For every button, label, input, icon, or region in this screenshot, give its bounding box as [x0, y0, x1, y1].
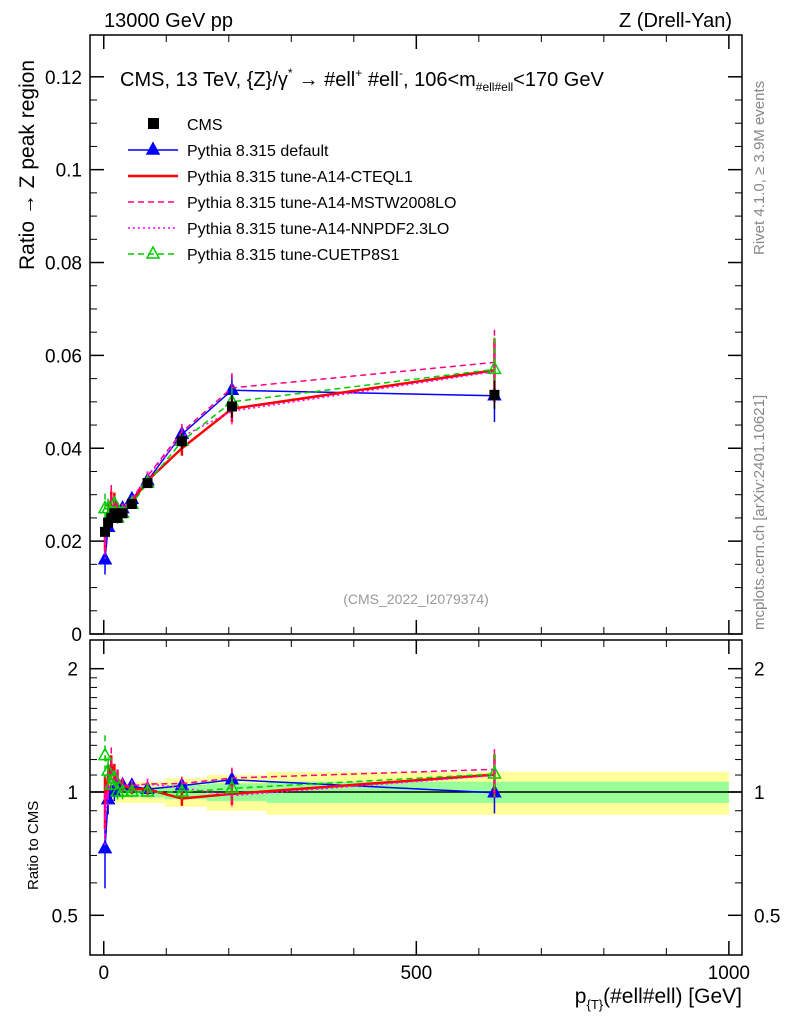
legend-label: Pythia 8.315 tune-A14-MSTW2008LO: [187, 195, 456, 212]
legend: CMS Pythia 8.315 default Pythia 8.315 tune…: [128, 117, 456, 264]
main-data-point: [107, 495, 122, 509]
ratio-data-point: [174, 783, 190, 797]
ratio-tick-label-left: 2: [67, 660, 78, 681]
legend-marker: [145, 141, 161, 155]
cms-data-point: [489, 389, 500, 400]
ratio-data-point: [224, 779, 240, 794]
legend-label-cms: CMS: [187, 117, 223, 134]
legend-marker: [145, 245, 161, 259]
x-axis-label: p{T}(#ell#ell) [GeV]: [575, 985, 742, 1012]
x-tick-label: 0: [98, 963, 109, 984]
ratio-tick-label-left: 1: [67, 783, 78, 804]
y-tick-label: 0.1: [56, 161, 82, 182]
cms-data-point: [176, 436, 187, 447]
cms-data-point: [226, 401, 237, 412]
legend-label: Pythia 8.315 default: [187, 143, 329, 160]
ratio-y-axis-label: Ratio to CMS: [25, 801, 42, 890]
rivet-label: Rivet 4.1.0, ≥ 3.9M events: [751, 81, 768, 255]
ratio-data-point: [487, 765, 502, 779]
ratio-tick-label-left: 0.5: [52, 906, 78, 927]
plot-label: CMS, 13 TeV, {Z}/γ* → #ell+ #ell-, 106<m#…: [120, 66, 604, 94]
top-right-title: Z (Drell-Yan): [619, 10, 732, 32]
ratio-tick-label-right: 2: [754, 660, 765, 681]
ratio-tick-label-right: 1: [754, 783, 765, 804]
ratio-data-point: [100, 762, 116, 776]
ratio-data-point: [124, 783, 140, 797]
ratio-tick-label-right: 0.5: [754, 906, 780, 927]
y-tick-label: 0.02: [45, 532, 82, 553]
cms-data-point: [100, 526, 111, 537]
main-data-point: [487, 360, 502, 375]
main-series-line: [105, 368, 495, 520]
ratio-data-point: [97, 840, 113, 854]
y-axis-label: Ratio → Z peak region: [16, 60, 39, 270]
legend-label: Pythia 8.315 tune-CUETP8S1: [187, 247, 400, 264]
y-tick-label: 0.12: [45, 68, 82, 89]
cms-data-point: [142, 478, 153, 489]
ratio-data-point: [107, 770, 122, 784]
ratio-data-point: [115, 783, 130, 797]
analysis-id: (CMS_2022_I2079374): [343, 591, 489, 607]
x-tick-label: 500: [400, 963, 432, 984]
y-tick-label: 0.06: [45, 346, 82, 367]
y-tick-label: 0.04: [45, 439, 82, 460]
legend-marker-cms: [148, 118, 159, 129]
mcplots-label: mcplots.cern.ch [arXiv:2401.10621]: [751, 395, 768, 630]
ratio-data-point: [140, 783, 155, 797]
x-tick-label: 1000: [708, 963, 750, 984]
y-tick-label: 0.08: [45, 254, 82, 275]
cms-data-point: [117, 508, 128, 519]
top-left-title: 13000 GeV pp: [104, 10, 233, 32]
legend-label: Pythia 8.315 tune-A14-NNPDF2.3LO: [187, 221, 449, 238]
ratio-data-point: [97, 746, 113, 761]
cms-data-point: [126, 498, 137, 509]
legend-label: Pythia 8.315 tune-A14-CTEQL1: [187, 169, 413, 186]
cms-data-point: [112, 512, 123, 523]
y-tick-label: 0: [71, 625, 82, 646]
